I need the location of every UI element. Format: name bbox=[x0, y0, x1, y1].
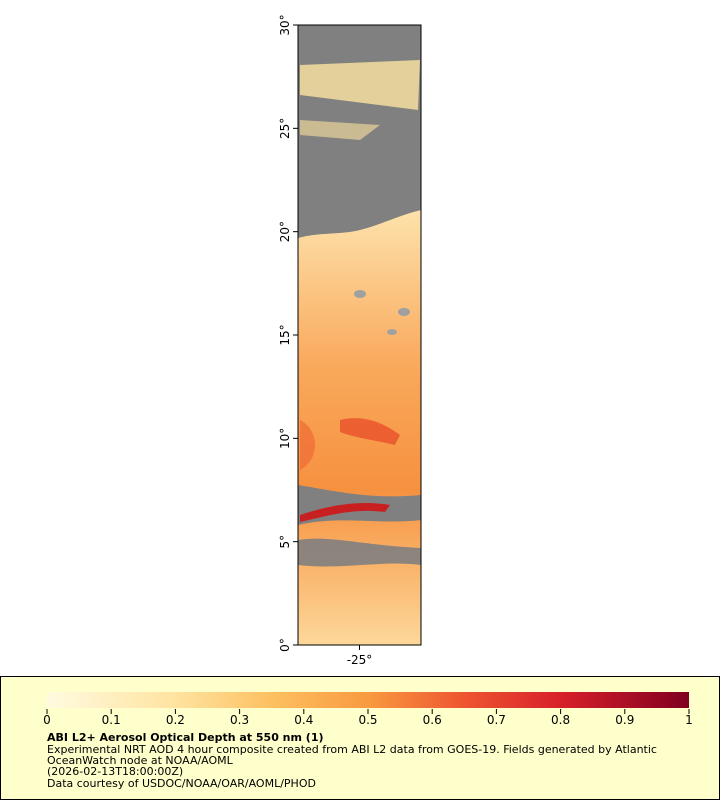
colorbar-tick-label: 0.4 bbox=[294, 713, 313, 727]
legend-title: ABI L2+ Aerosol Optical Depth at 550 nm … bbox=[47, 731, 324, 744]
y-tick-label: 5° bbox=[278, 535, 292, 549]
y-tick-label: 30° bbox=[278, 14, 292, 35]
colorbar-tick-label: 0.2 bbox=[166, 713, 185, 727]
colorbar-tick-label: 0 bbox=[43, 713, 51, 727]
colorbar bbox=[47, 692, 689, 708]
y-tick-label: 25° bbox=[278, 118, 292, 139]
legend-line: OceanWatch node at NOAA/AOML bbox=[47, 754, 234, 767]
colorbar-tick-label: 0.9 bbox=[615, 713, 634, 727]
colorbar-tick-label: 0.3 bbox=[230, 713, 249, 727]
colorbar-tick-label: 0.1 bbox=[102, 713, 121, 727]
y-tick-label: 15° bbox=[278, 324, 292, 345]
colorbar-tick-label: 0.8 bbox=[551, 713, 570, 727]
colorbar-tick-label: 0.6 bbox=[423, 713, 442, 727]
colorbar-tick-label: 0.5 bbox=[358, 713, 377, 727]
legend-line: Data courtesy of USDOC/NOAA/OAR/AOML/PHO… bbox=[47, 777, 316, 790]
legend-line: Experimental NRT AOD 4 hour composite cr… bbox=[47, 743, 657, 756]
colorbar-tick-label: 1 bbox=[685, 713, 693, 727]
map-image bbox=[297, 24, 422, 646]
y-tick-label: 20° bbox=[278, 221, 292, 242]
y-tick-label: 0° bbox=[278, 638, 292, 652]
colorbar-tick-label: 0.7 bbox=[487, 713, 506, 727]
legend-line: (2026-02-13T18:00:00Z) bbox=[47, 765, 183, 778]
x-tick-label: -25° bbox=[347, 653, 373, 667]
y-tick-label: 10° bbox=[278, 428, 292, 449]
